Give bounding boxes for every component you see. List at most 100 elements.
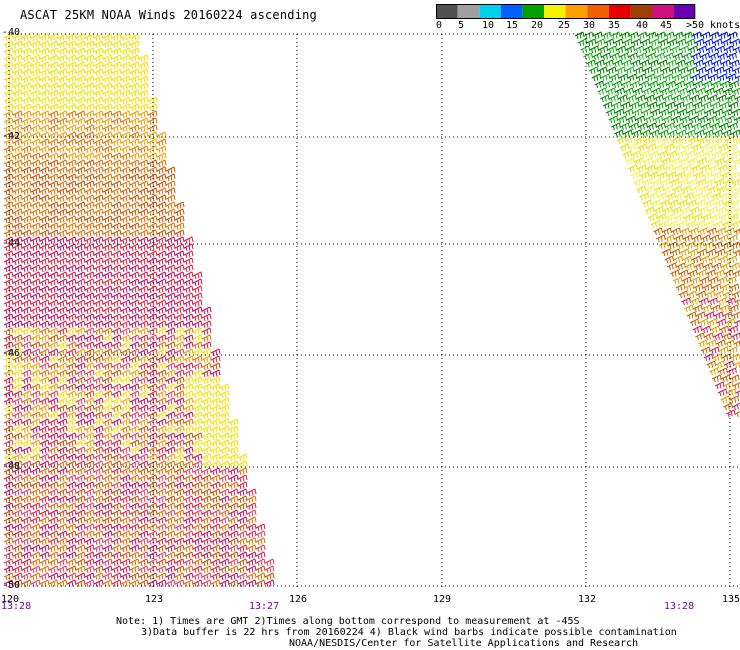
wind-barb bbox=[174, 376, 185, 385]
wind-barb bbox=[3, 572, 14, 581]
wind-barb bbox=[165, 278, 176, 287]
wind-barb bbox=[156, 131, 167, 140]
wind-barb bbox=[219, 544, 230, 553]
wind-barb bbox=[120, 502, 131, 511]
wind-barb bbox=[183, 439, 194, 448]
wind-barb bbox=[3, 75, 14, 84]
wind-barb bbox=[120, 131, 131, 140]
wind-barb bbox=[629, 101, 640, 110]
wind-barb bbox=[39, 348, 50, 357]
wind-barb bbox=[39, 502, 50, 511]
wind-barb bbox=[129, 82, 140, 91]
wind-barb bbox=[613, 38, 624, 47]
wind-barb bbox=[641, 199, 652, 208]
wind-barb bbox=[147, 425, 158, 434]
wind-barb bbox=[729, 374, 740, 383]
wind-barb bbox=[57, 40, 68, 49]
wind-barb bbox=[210, 348, 221, 357]
wind-barb bbox=[66, 551, 77, 560]
wind-barb bbox=[12, 47, 23, 56]
wind-barb bbox=[21, 341, 32, 350]
wind-barb bbox=[174, 320, 185, 329]
wind-barb bbox=[615, 66, 626, 75]
wind-barb bbox=[30, 425, 41, 434]
wind-barb bbox=[659, 220, 670, 229]
wind-barb bbox=[147, 327, 158, 336]
wind-barb bbox=[3, 187, 14, 196]
wind-barb bbox=[111, 75, 122, 84]
wind-barb bbox=[732, 178, 740, 187]
wind-barb bbox=[165, 229, 176, 238]
wind-barb bbox=[689, 206, 700, 215]
wind-barb bbox=[111, 103, 122, 112]
wind-barb bbox=[102, 425, 113, 434]
wind-barb bbox=[646, 52, 656, 61]
wind-barb bbox=[84, 495, 95, 504]
wind-barb bbox=[3, 579, 14, 588]
wind-barb bbox=[102, 579, 113, 588]
wind-barb bbox=[174, 544, 185, 553]
wind-barb bbox=[727, 367, 737, 376]
wind-barb bbox=[733, 158, 740, 166]
wind-barb bbox=[66, 502, 77, 511]
wind-barb bbox=[66, 474, 77, 483]
wind-barb bbox=[661, 45, 672, 54]
wind-barb bbox=[692, 325, 703, 334]
wind-barb bbox=[129, 551, 140, 560]
wind-barb bbox=[735, 299, 740, 306]
wind-barb bbox=[718, 52, 728, 61]
wind-barb bbox=[84, 481, 95, 490]
wind-barb bbox=[629, 122, 639, 131]
lat-lon-grid bbox=[8, 33, 740, 590]
wind-barb bbox=[138, 446, 149, 455]
wind-barb bbox=[680, 94, 691, 103]
wind-barb bbox=[174, 369, 185, 378]
wind-barb bbox=[48, 390, 59, 399]
wind-barb bbox=[39, 537, 50, 546]
wind-barb bbox=[111, 397, 122, 406]
wind-barb bbox=[237, 467, 248, 476]
wind-barb bbox=[75, 278, 86, 287]
wind-barb bbox=[720, 395, 731, 404]
wind-barb bbox=[228, 558, 239, 567]
wind-barb bbox=[120, 467, 131, 476]
wind-barb bbox=[156, 243, 167, 252]
wind-barb bbox=[147, 397, 158, 406]
wind-barb bbox=[129, 208, 140, 217]
wind-barb bbox=[30, 82, 41, 91]
wind-barb bbox=[723, 87, 733, 96]
wind-barb bbox=[21, 236, 32, 245]
wind-barb bbox=[156, 215, 167, 224]
wind-barb bbox=[633, 178, 644, 187]
wind-barb bbox=[21, 397, 32, 406]
wind-barb bbox=[111, 502, 122, 511]
wind-barb bbox=[129, 411, 140, 420]
wind-barb bbox=[12, 194, 23, 203]
wind-barb bbox=[716, 206, 727, 215]
wind-barb bbox=[722, 332, 732, 341]
wind-barb bbox=[192, 292, 203, 301]
wind-barb bbox=[147, 222, 158, 231]
wind-barb bbox=[683, 304, 694, 313]
wind-barb bbox=[129, 530, 140, 539]
wind-barb bbox=[183, 257, 194, 266]
wind-barb bbox=[84, 313, 95, 322]
wind-barb bbox=[66, 327, 77, 336]
wind-barb bbox=[702, 80, 713, 89]
wind-barb bbox=[683, 122, 693, 131]
wind-barb bbox=[671, 206, 682, 215]
wind-barb bbox=[219, 404, 230, 413]
wind-barb bbox=[57, 278, 68, 287]
wind-barb bbox=[57, 509, 68, 518]
wind-barb bbox=[39, 530, 50, 539]
wind-barb bbox=[693, 59, 704, 68]
wind-barb bbox=[12, 313, 23, 322]
wind-barb bbox=[84, 397, 95, 406]
wind-barb bbox=[120, 355, 131, 364]
wind-barb bbox=[673, 52, 683, 61]
wind-barb bbox=[156, 264, 167, 273]
wind-barb bbox=[165, 439, 176, 448]
wind-barb bbox=[219, 460, 230, 469]
wind-barb bbox=[174, 572, 185, 581]
wind-barb bbox=[111, 264, 122, 273]
